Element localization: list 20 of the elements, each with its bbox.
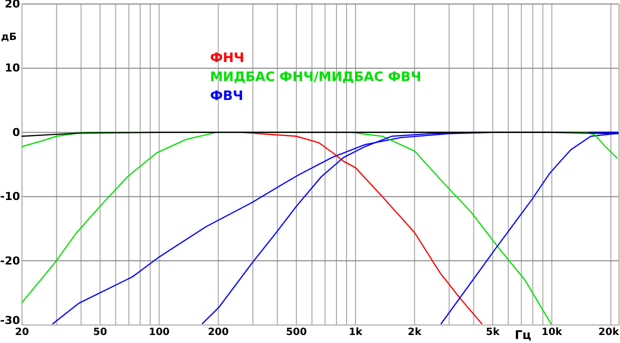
y-tick-label: 10 <box>4 62 20 75</box>
x-tick-label: 20k <box>598 327 620 338</box>
x-tick-label: 200 <box>208 327 229 338</box>
text: МИДБАС ФНЧ/МИДБАС ФВЧ <box>210 70 422 85</box>
y-tick-label: -20 <box>0 254 20 268</box>
text: ФНЧ <box>210 51 244 66</box>
text: ФВЧ <box>210 89 244 104</box>
x-tick-label: 500 <box>286 327 307 338</box>
x-tick-label: 2k <box>408 327 422 338</box>
y-tick-label: -10 <box>0 190 20 204</box>
x-tick-label: 5k <box>486 327 500 338</box>
y-axis-title: дБ <box>1 32 17 43</box>
x-tick-label: 1k <box>348 327 363 338</box>
x-tick-label: 100 <box>148 327 170 338</box>
x-axis-title: Гц <box>514 328 532 342</box>
y-tick-label: 0 <box>12 126 20 139</box>
y-tick-label: -30 <box>0 314 20 327</box>
x-tick-label: 50 <box>93 327 108 338</box>
x-tick-label: 10k <box>541 327 562 338</box>
x-tick-label: 20 <box>15 327 29 338</box>
